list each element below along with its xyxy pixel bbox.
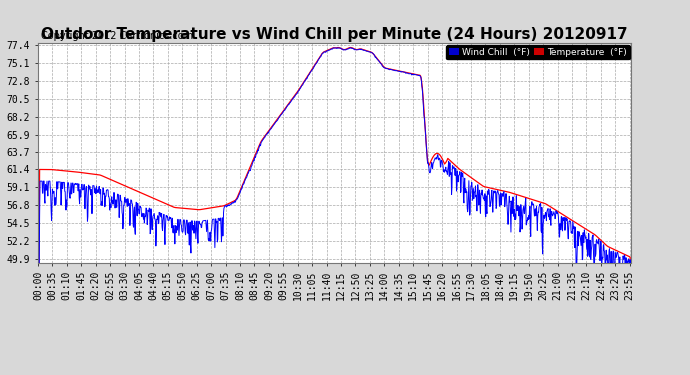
Text: Copyright 2012 Cartronics.com: Copyright 2012 Cartronics.com xyxy=(41,31,193,41)
Legend: Wind Chill  (°F), Temperature  (°F): Wind Chill (°F), Temperature (°F) xyxy=(446,45,629,59)
Title: Outdoor Temperature vs Wind Chill per Minute (24 Hours) 20120917: Outdoor Temperature vs Wind Chill per Mi… xyxy=(41,27,628,42)
